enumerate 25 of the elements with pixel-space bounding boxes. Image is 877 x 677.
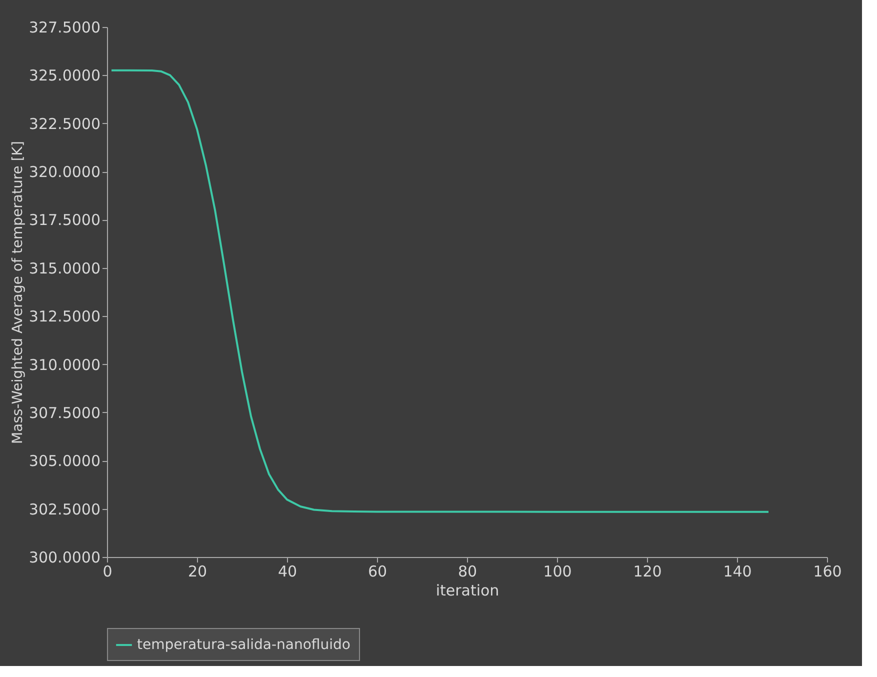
y-tick-label: 325.0000 — [28, 66, 100, 85]
line-series — [110, 69, 770, 513]
y-tick-label: 302.5000 — [28, 500, 100, 518]
legend-label: temperatura-salida-nanofluido — [137, 637, 350, 653]
y-tick-label: 307.5000 — [28, 404, 100, 422]
y-tick-label: 310.0000 — [28, 356, 100, 374]
x-tick-label: 0 — [102, 562, 112, 580]
x-tick-label: 140 — [723, 562, 752, 580]
x-axis-title: iteration — [436, 582, 500, 600]
y-tick-label: 305.0000 — [28, 452, 100, 470]
x-tick-label: 60 — [368, 562, 388, 580]
x-tick-label: 20 — [188, 562, 208, 580]
x-tick-label: 40 — [278, 562, 298, 580]
y-tick-label: 327.5000 — [28, 18, 100, 36]
y-axis-title: Mass-Weighted Average of temperature [K] — [10, 141, 26, 444]
y-tick-label: 312.5000 — [28, 308, 100, 326]
y-tick-label: 300.0000 — [28, 548, 100, 566]
x-tick-label: 120 — [633, 562, 662, 580]
x-tick-label: 160 — [813, 562, 842, 580]
y-tick-label: 315.0000 — [28, 259, 100, 278]
x-tick-label: 80 — [458, 562, 478, 580]
y-tick-label: 317.5000 — [28, 211, 100, 230]
x-tick-label: 100 — [543, 562, 572, 580]
y-tick-label: 320.0000 — [28, 163, 100, 182]
y-tick-label: 322.5000 — [28, 114, 100, 133]
